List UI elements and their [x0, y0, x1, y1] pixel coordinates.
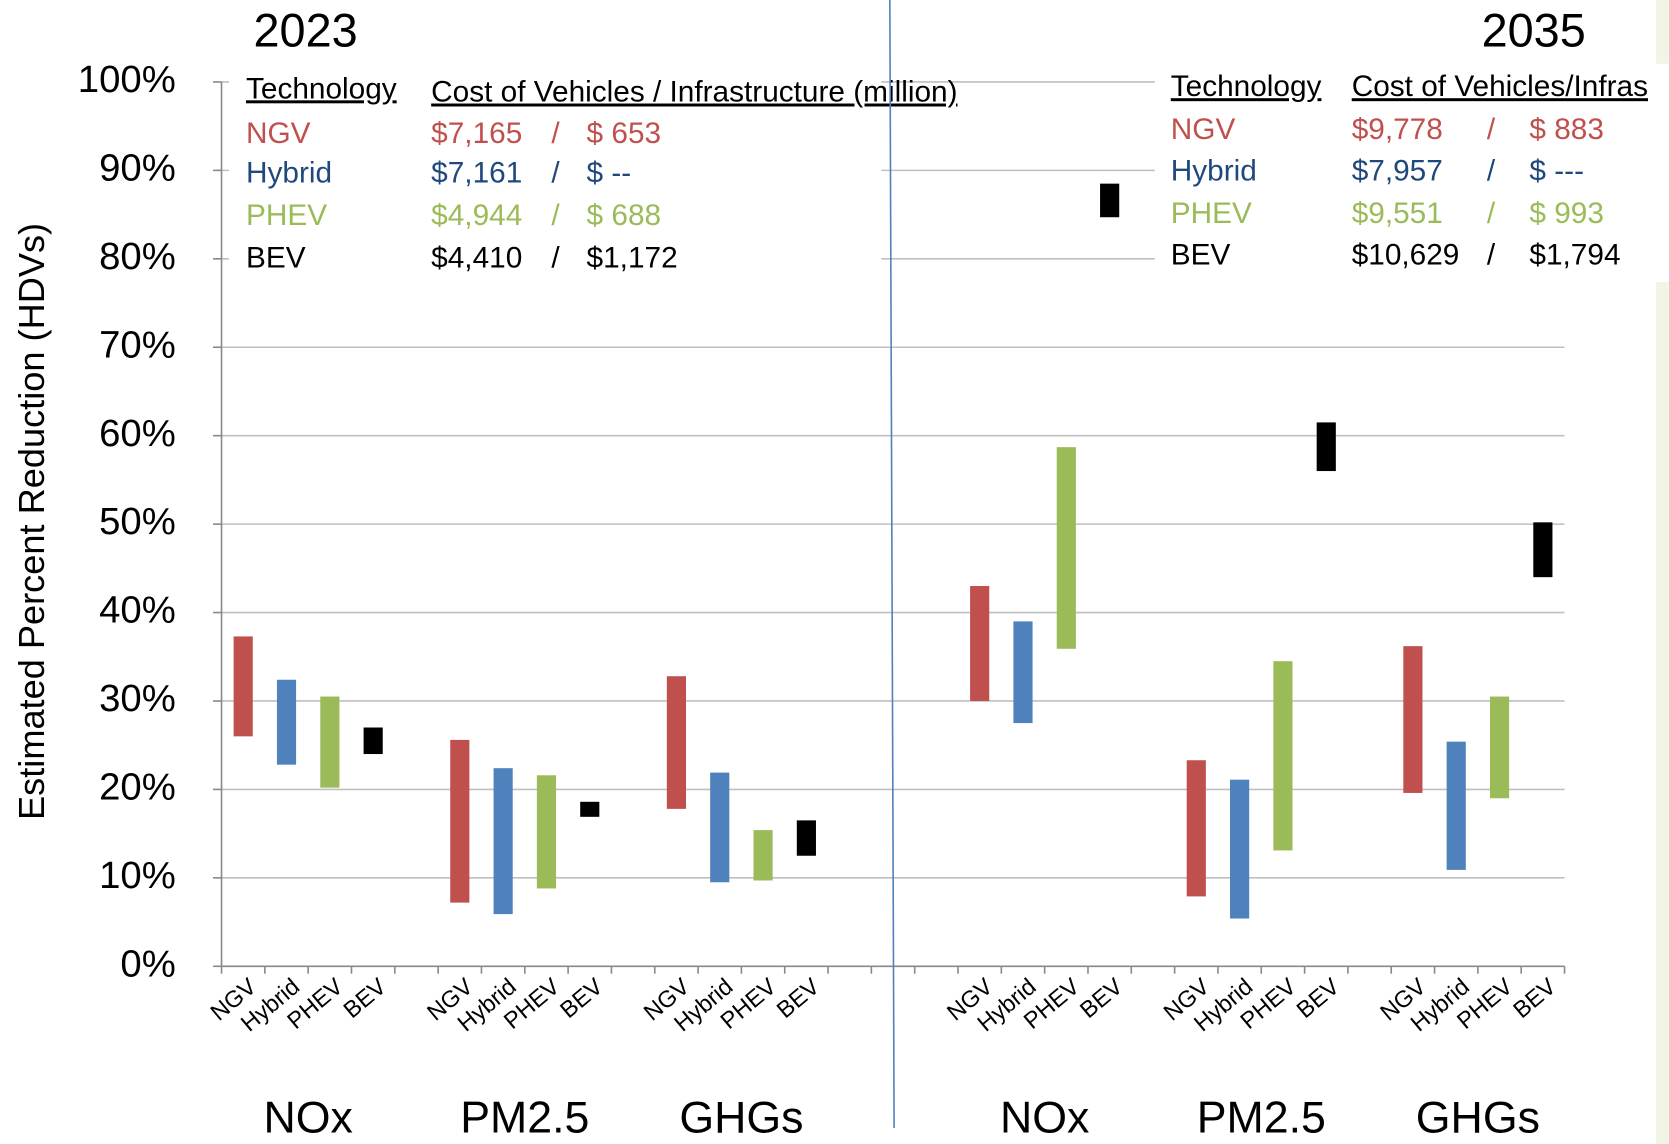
range-bar [1533, 522, 1553, 578]
table-cell: $ 883 [1529, 113, 1604, 146]
table-cell: NGV [246, 117, 311, 150]
range-bar [970, 586, 990, 701]
table-cell: NGV [1171, 113, 1236, 146]
table-cell: $4,410 [431, 242, 522, 275]
range-bar [580, 801, 600, 817]
y-tick-label: 0% [120, 942, 175, 985]
range-bar [536, 775, 557, 889]
range-bar [1273, 661, 1293, 851]
panel-title: 2023 [254, 4, 358, 56]
table-cell: $7,165 [431, 117, 522, 150]
table-cell: BEV [1171, 238, 1231, 271]
panel-title: 2035 [1482, 4, 1586, 56]
table-background [1154, 63, 1669, 283]
table-cell: $7,957 [1352, 154, 1443, 187]
table-separator: / [551, 117, 560, 150]
table-cell: Hybrid [246, 156, 332, 189]
table-header: Technology [1171, 70, 1322, 103]
table-cell: BEV [246, 242, 306, 275]
table-header: Technology [246, 72, 397, 105]
table-cell: $4,944 [431, 199, 522, 232]
table-cell: $ 653 [587, 117, 662, 150]
range-bar [1056, 447, 1076, 649]
slide-edge [1656, 0, 1669, 1144]
table-background [228, 65, 882, 285]
panel-divider [889, 0, 895, 1129]
range-bar [1100, 183, 1120, 218]
group-label: PM2.5 [460, 1093, 589, 1142]
y-tick-label: 60% [99, 412, 176, 455]
x-tick-label: BEV [338, 973, 391, 1023]
y-tick-label: 10% [99, 854, 176, 897]
group-label: GHGs [1416, 1093, 1540, 1142]
table-cell: PHEV [1171, 197, 1252, 230]
table-separator: / [551, 199, 560, 232]
x-tick-label: BEV [555, 973, 608, 1023]
table-cell: PHEV [246, 199, 327, 232]
x-tick-label: BEV [772, 973, 825, 1023]
table-cell: $ 688 [587, 199, 662, 232]
x-tick-label: BEV [1291, 973, 1344, 1023]
group-label: PM2.5 [1197, 1093, 1326, 1142]
table-cell: $1,172 [587, 242, 678, 275]
table-header: Cost of Vehicles / Infrastructure (milli… [431, 76, 957, 109]
y-tick-label: 20% [99, 766, 176, 809]
x-tick-label: BEV [1508, 973, 1561, 1023]
range-bar [666, 676, 686, 809]
range-bar [320, 696, 340, 788]
range-bar [710, 772, 730, 883]
table-cell: Hybrid [1171, 154, 1257, 187]
y-tick-label: 40% [99, 589, 176, 632]
range-bar [1489, 696, 1510, 799]
range-bar [363, 727, 383, 755]
table-separator: / [1487, 154, 1496, 187]
range-bar [233, 636, 253, 737]
table-cell: $ -- [587, 156, 632, 189]
range-bar [753, 830, 773, 881]
table-separator: / [551, 156, 560, 189]
table-cell: $9,778 [1352, 113, 1443, 146]
range-bar [1230, 779, 1250, 919]
y-tick-label: 80% [99, 235, 176, 278]
range-bar [1013, 621, 1033, 724]
range-bar [276, 679, 297, 765]
range-bar [796, 820, 816, 856]
y-tick-label: 90% [99, 147, 176, 190]
group-label: GHGs [679, 1093, 803, 1142]
x-tick-label: BEV [1075, 973, 1128, 1023]
group-label: NOx [1000, 1093, 1089, 1142]
table-cell: $1,794 [1529, 238, 1620, 271]
y-axis-label: Estimated Percent Reduction (HDVs) [11, 223, 52, 820]
table-separator: / [1487, 113, 1496, 146]
range-bar [1446, 741, 1466, 870]
range-bar [493, 768, 513, 915]
table-cell: $ --- [1529, 154, 1584, 187]
table-separator: / [551, 242, 560, 275]
table-cell: $9,551 [1352, 197, 1443, 230]
table-separator: / [1487, 197, 1496, 230]
range-bar [1186, 760, 1206, 897]
table-cell: $10,629 [1352, 238, 1460, 271]
y-tick-label: 50% [99, 500, 176, 543]
range-bar [450, 739, 470, 903]
range-bar [1316, 422, 1336, 472]
table-cell: $ 993 [1529, 197, 1604, 230]
table-cell: $7,161 [431, 156, 522, 189]
y-tick-label: 30% [99, 677, 176, 720]
table-separator: / [1487, 238, 1496, 271]
y-tick-label: 70% [99, 323, 176, 366]
range-bar [1403, 646, 1423, 793]
table-header: Cost of Vehicles/Infras [1352, 70, 1648, 103]
group-label: NOx [263, 1093, 352, 1142]
y-tick-label: 100% [78, 58, 176, 101]
